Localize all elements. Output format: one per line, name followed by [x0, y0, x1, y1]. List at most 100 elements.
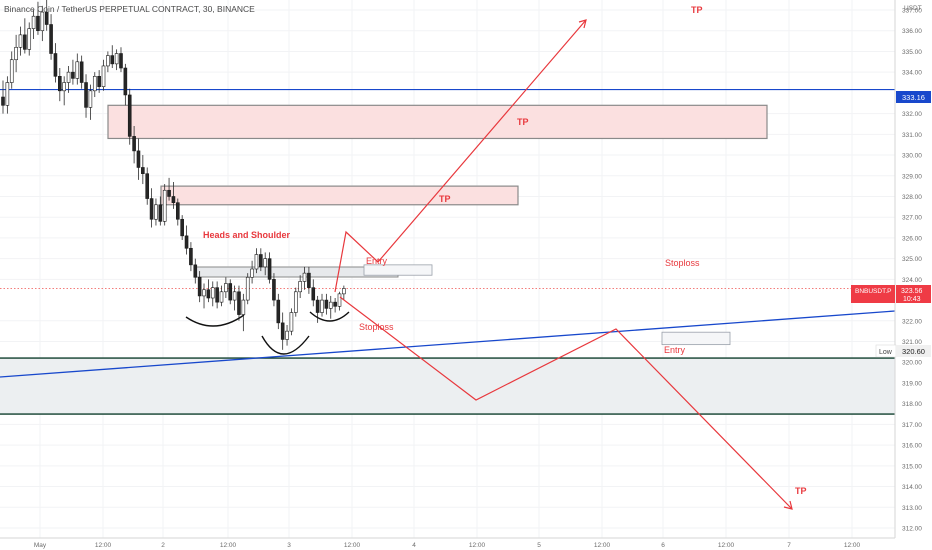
candle-body-4 — [18, 34, 23, 48]
time-tick-label-5: 12:00 — [344, 542, 361, 549]
head-arc — [261, 335, 310, 355]
tp-zone-lower — [160, 185, 519, 206]
candle-31 — [136, 138, 141, 180]
candle-body-18 — [79, 61, 84, 83]
support-zone — [0, 358, 895, 415]
tp-label-zone-lower[interactable]: TP — [439, 194, 451, 204]
time-tick-label-7: 12:00 — [469, 542, 486, 549]
low-price-badge: Low 320.60 — [875, 344, 931, 358]
price-tick-label-4: 332.00 — [902, 111, 922, 118]
price-tick-label-14: 321.00 — [902, 339, 922, 346]
price-tick-label-0: 337.00 — [902, 8, 922, 15]
candle-75 — [328, 295, 333, 319]
candle-body-26 — [114, 53, 119, 65]
candle-22 — [97, 70, 101, 93]
candle-70 — [307, 266, 311, 294]
candle-body-48 — [210, 287, 215, 299]
candle-body-37 — [162, 189, 167, 222]
candle-body-21 — [92, 76, 97, 92]
candle-body-32 — [141, 167, 145, 174]
candle-30 — [132, 126, 136, 164]
candle-71 — [311, 279, 316, 307]
candle-15 — [66, 65, 71, 93]
candle-8 — [36, 1, 40, 35]
candle-38 — [167, 177, 171, 201]
candle-body-59 — [259, 254, 263, 268]
candle-body-73 — [320, 299, 324, 313]
candle-body-17 — [75, 61, 80, 79]
candle-29 — [127, 88, 132, 145]
candle-47 — [206, 279, 211, 303]
tp-label-top[interactable]: TP — [691, 5, 703, 15]
candle-10 — [44, 0, 49, 31]
price-tick-label-6: 330.00 — [902, 153, 922, 160]
tp-label-bottom[interactable]: TP — [795, 486, 807, 496]
price-tick-label-21: 314.00 — [902, 484, 922, 491]
candle-4 — [18, 26, 23, 56]
pattern-label[interactable]: Heads and Shoulder — [203, 230, 291, 240]
candle-body-25 — [110, 55, 115, 65]
candle-body-65 — [285, 330, 289, 340]
time-tick-label-9: 12:00 — [594, 542, 611, 549]
candle-66 — [289, 308, 294, 336]
candle-6 — [27, 22, 32, 56]
price-tick-label-16: 319.00 — [902, 380, 922, 387]
time-tick-label-8: 5 — [537, 542, 541, 549]
candle-24 — [106, 51, 110, 73]
candle-body-8 — [36, 15, 40, 32]
candle-40 — [176, 198, 180, 226]
time-axis[interactable]: May 12:00 2 12:00 3 12:00 4 12:00 5 12:00 6 12:00 7 1… — [0, 537, 895, 550]
candle-35 — [154, 198, 158, 226]
candle-body-15 — [66, 71, 71, 83]
price-tick-label-8: 328.00 — [902, 194, 922, 201]
candle-body-60 — [263, 258, 268, 268]
candle-body-31 — [136, 150, 141, 168]
candle-25 — [110, 45, 115, 69]
ascending-trendline — [0, 310, 896, 378]
candle-body-39 — [171, 196, 176, 203]
price-axis[interactable]: USDT 337.00 336.00 335.00 334.00 332.00 331.0… — [851, 0, 932, 538]
price-tick-label-10: 326.00 — [902, 235, 922, 242]
candle-body-12 — [53, 53, 58, 77]
candle-body-78 — [342, 288, 346, 295]
candle-body-10 — [44, 11, 49, 25]
price-tick-label-20: 315.00 — [902, 463, 922, 470]
candle-78 — [342, 285, 346, 301]
candle-body-53 — [232, 291, 237, 301]
candle-43 — [189, 242, 193, 272]
candle-body-34 — [149, 198, 154, 220]
candle-49 — [215, 281, 219, 309]
candle-58 — [254, 248, 259, 274]
candle-body-40 — [176, 202, 180, 220]
stoploss-label-left[interactable]: Stoploss — [359, 322, 394, 332]
time-axis-ticks: May 12:00 2 12:00 3 12:00 4 12:00 5 12:00 6 12:00 7 1… — [34, 542, 861, 549]
price-tick-label-22: 313.00 — [902, 505, 922, 512]
candle-28 — [123, 63, 128, 106]
candle-64 — [280, 312, 285, 350]
price-tick-label-11: 325.00 — [902, 256, 922, 263]
candle-73 — [320, 293, 324, 317]
time-tick-label-10: 6 — [661, 542, 665, 549]
candle-body-11 — [49, 24, 53, 54]
candle-body-75 — [328, 301, 333, 309]
left-shoulder-arc — [185, 314, 245, 327]
candle-39 — [171, 181, 176, 209]
price-tick-label-15: 320.00 — [902, 360, 922, 367]
time-tick-label-12: 7 — [787, 542, 791, 549]
entry-label-long[interactable]: Entry — [366, 256, 388, 266]
candle-body-63 — [276, 299, 281, 324]
entry-label-short[interactable]: Entry — [664, 345, 686, 355]
stoploss-label-right[interactable]: Stoploss — [665, 258, 700, 268]
tp-label-zone-upper[interactable]: TP — [517, 117, 529, 127]
long-trade-path — [334, 19, 587, 293]
candle-body-19 — [84, 82, 88, 108]
candle-17 — [75, 53, 80, 85]
right-shoulder-arc — [309, 311, 350, 322]
candle-19 — [84, 74, 88, 118]
candle-body-24 — [106, 55, 110, 67]
candle-body-2 — [9, 59, 14, 83]
price-tick-label-7: 329.00 — [902, 173, 922, 180]
